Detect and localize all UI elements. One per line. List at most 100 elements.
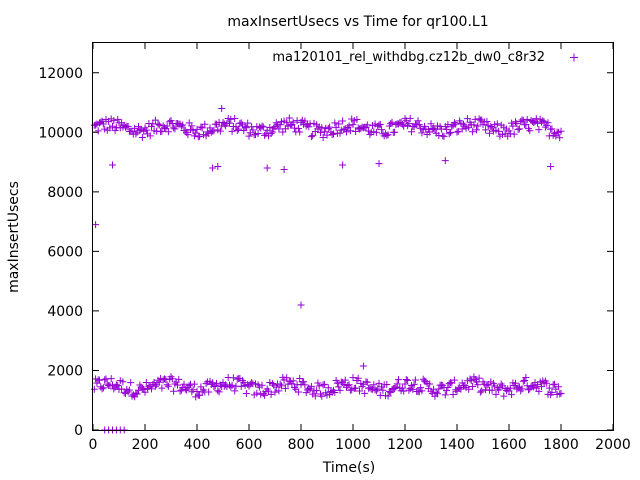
data-point [140, 385, 148, 393]
data-point [301, 381, 309, 389]
data-point [201, 120, 209, 128]
data-point [193, 125, 201, 133]
data-point [285, 114, 293, 122]
data-point [278, 382, 285, 390]
data-point [343, 128, 350, 136]
data-point [205, 388, 213, 396]
x-tick-label: 2000 [595, 437, 631, 453]
data-point [268, 379, 276, 387]
data-point [294, 388, 302, 396]
data-point [417, 384, 425, 392]
data-point [319, 134, 327, 142]
data-point [138, 134, 146, 142]
data-point [341, 376, 349, 384]
data-point [94, 127, 102, 135]
data-point [163, 381, 171, 389]
data-point [547, 163, 555, 171]
data-point [378, 126, 386, 134]
data-point [388, 118, 396, 126]
data-point [548, 388, 556, 396]
data-point [500, 392, 508, 400]
data-point [333, 379, 341, 387]
data-point [248, 379, 256, 387]
data-point [114, 382, 122, 390]
data-point [170, 387, 178, 395]
data-point [90, 385, 98, 393]
data-point [98, 117, 106, 125]
data-point [443, 125, 451, 133]
data-point [398, 384, 406, 392]
data-point [297, 301, 305, 309]
data-point [249, 126, 257, 134]
data-point [99, 384, 107, 392]
data-point [379, 386, 387, 394]
data-point [467, 377, 475, 385]
data-point [521, 377, 529, 385]
data-point [141, 388, 149, 396]
data-point [190, 380, 198, 388]
data-point [483, 118, 491, 126]
x-axis-label: Time(s) [322, 460, 375, 476]
legend-marker [570, 53, 578, 62]
data-point [372, 128, 380, 136]
data-point [362, 378, 370, 386]
data-point [473, 378, 480, 386]
data-point [275, 125, 283, 133]
data-point [227, 115, 235, 123]
data-point [344, 381, 352, 389]
data-point [305, 123, 313, 131]
data-point [133, 390, 141, 398]
y-tick-label: 6000 [47, 244, 83, 260]
data-point [475, 374, 483, 382]
data-point [215, 388, 223, 396]
data-point [393, 380, 401, 388]
data-point [539, 117, 547, 125]
data-point [289, 377, 297, 385]
data-point [395, 376, 402, 384]
data-point [522, 121, 530, 129]
data-point [474, 381, 482, 389]
data-point [231, 114, 239, 122]
data-point [545, 384, 553, 392]
data-point [233, 127, 241, 135]
data-point [189, 386, 197, 394]
data-point [198, 124, 206, 132]
data-point [328, 131, 336, 139]
data-point [353, 115, 361, 123]
data-point [154, 120, 162, 128]
data-point [505, 127, 513, 135]
data-point [544, 119, 552, 127]
data-point [345, 122, 353, 130]
data-point [375, 121, 383, 129]
data-point [551, 380, 558, 388]
data-point [168, 375, 176, 383]
data-point [124, 123, 132, 131]
data-point [450, 376, 458, 384]
data-point [552, 132, 560, 140]
data-point [535, 387, 543, 395]
data-point [98, 385, 106, 393]
data-point [283, 374, 291, 382]
data-point [155, 121, 163, 129]
data-point [271, 388, 279, 396]
data-point [317, 129, 324, 137]
data-point [330, 130, 337, 138]
data-point [163, 122, 171, 130]
y-tick-label: 8000 [47, 185, 83, 201]
y-tick-label: 10000 [38, 125, 83, 141]
data-point [556, 134, 564, 142]
data-point [535, 126, 543, 134]
data-point [318, 392, 326, 400]
data-point [314, 379, 322, 387]
data-point [363, 378, 371, 386]
data-point [151, 116, 159, 124]
data-point [443, 387, 451, 395]
data-point [227, 383, 235, 391]
data-point [469, 383, 477, 391]
data-point [171, 125, 179, 133]
data-point [444, 121, 452, 129]
data-point [175, 375, 183, 383]
y-tick-label: 4000 [47, 304, 83, 320]
data-point [309, 132, 317, 140]
data-point [372, 387, 380, 395]
